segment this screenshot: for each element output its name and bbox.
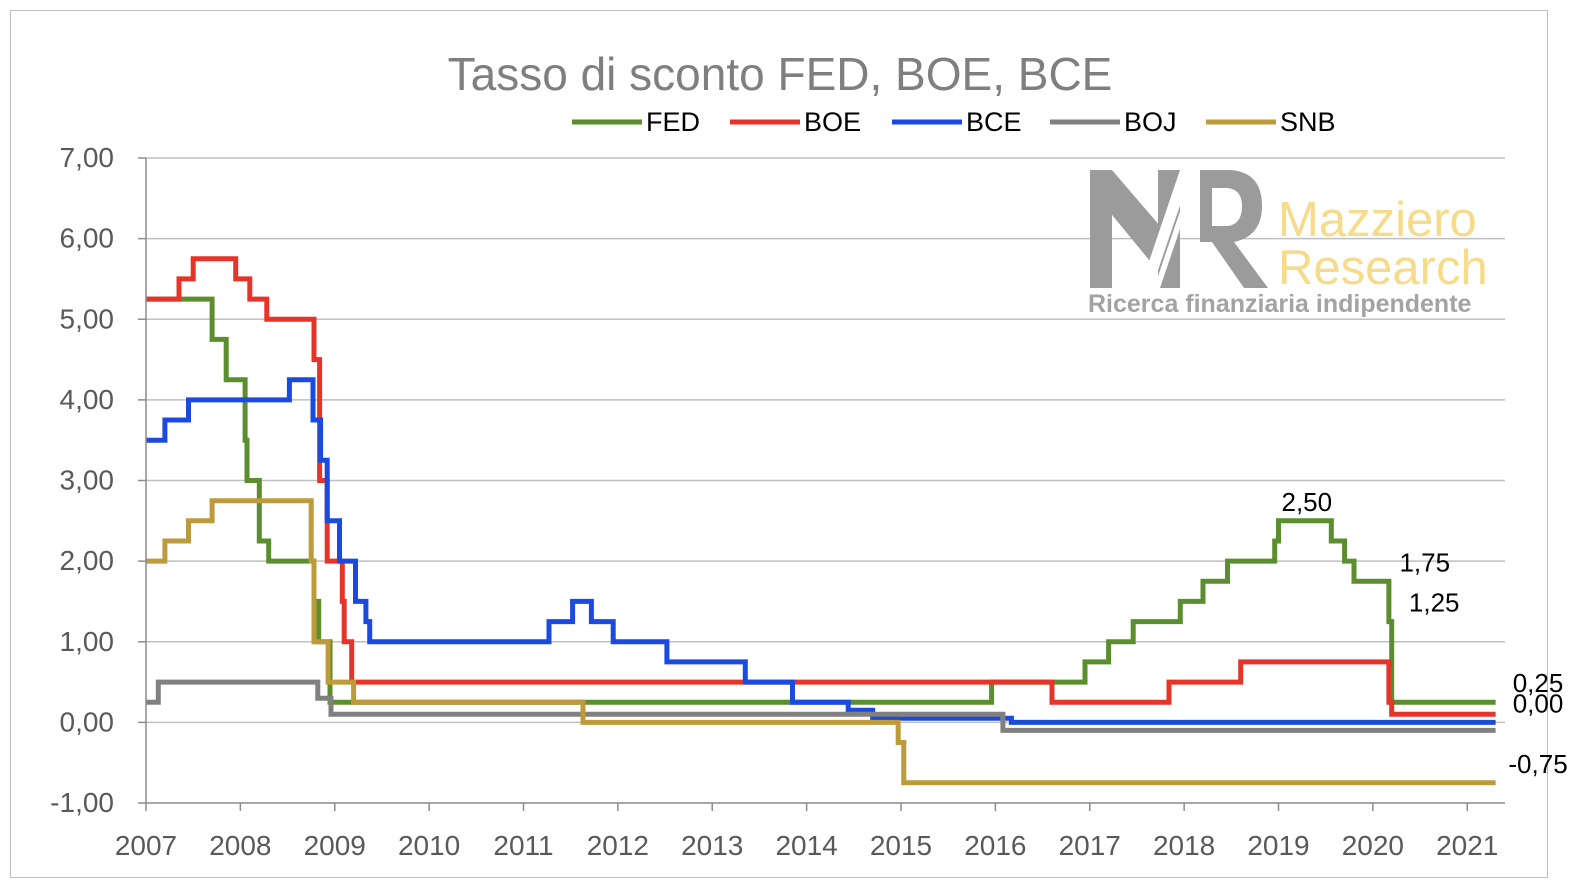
legend-label: BOJ	[1124, 107, 1177, 137]
x-tick-label: 2013	[681, 830, 743, 861]
series-line-bce	[146, 377, 1496, 725]
watermark-tagline: Ricerca finanziaria indipendente	[1088, 290, 1472, 318]
series-line-fed	[146, 296, 1496, 705]
y-tick-label: 1,00	[60, 626, 115, 657]
x-tick-label: 2018	[1153, 830, 1215, 861]
data-label: 1,75	[1399, 547, 1450, 577]
mr-logo-icon	[1090, 170, 1268, 288]
legend-item-boe: BOE	[730, 107, 861, 137]
x-tick-label: 2016	[964, 830, 1026, 861]
legend-label: BOE	[804, 107, 861, 137]
series-layer	[146, 256, 1496, 786]
y-tick-label: 2,00	[60, 545, 115, 576]
x-tick-label: 2020	[1342, 830, 1404, 861]
chart-frame	[10, 10, 1548, 878]
watermark-line2: Research	[1278, 241, 1488, 295]
y-tick-label: 4,00	[60, 384, 115, 415]
x-tick-label: 2008	[209, 830, 271, 861]
y-tick-label: 7,00	[60, 142, 115, 173]
x-tick-label: 2014	[775, 830, 837, 861]
y-tick-label: 0,00	[60, 706, 115, 737]
legend-item-bce: BCE	[892, 107, 1022, 137]
x-tick-label: 2010	[398, 830, 460, 861]
y-tick-label: -1,00	[50, 787, 114, 818]
series-line-boe	[146, 256, 1496, 717]
data-label: 1,25	[1409, 588, 1460, 618]
y-tick-label: 3,00	[60, 465, 115, 496]
data-label: -0,75	[1508, 749, 1567, 779]
legend-item-snb: SNB	[1206, 107, 1336, 137]
x-tick-label: 2021	[1436, 830, 1498, 861]
data-label: 0,00	[1513, 688, 1564, 718]
watermark-line1: Mazziero	[1278, 193, 1477, 247]
chart-title: Tasso di sconto FED, BOE, BCE	[448, 48, 1113, 100]
watermark-logo: Mazziero Research Ricerca finanziaria in…	[1088, 170, 1488, 318]
y-tick-label: 5,00	[60, 303, 115, 334]
x-tick-label: 2019	[1247, 830, 1309, 861]
legend-item-fed: FED	[572, 107, 700, 137]
legend: FED BOE BCE BOJ SNB	[572, 107, 1336, 137]
legend-item-boj: BOJ	[1050, 107, 1177, 137]
y-tick-label: 6,00	[60, 223, 115, 254]
x-tick-label: 2017	[1059, 830, 1121, 861]
annotations: 2,50 1,75 1,25 0,250,00 -0,75	[1282, 487, 1568, 779]
legend-label: BCE	[966, 107, 1022, 137]
series-line-snb	[146, 498, 1496, 786]
x-tick-label: 2011	[493, 830, 553, 861]
x-tick-label: 2007	[115, 830, 177, 861]
x-tick-label: 2015	[870, 830, 932, 861]
data-label: 2,50	[1282, 487, 1333, 517]
legend-label: FED	[646, 107, 700, 137]
data-label: 0,25	[1513, 668, 1564, 698]
x-tick-label: 2009	[304, 830, 366, 861]
x-tick-label: 2012	[587, 830, 649, 861]
legend-label: SNB	[1280, 107, 1336, 137]
axes: -1,00 0,00 1,00 2,00 3,00 4,00 5,00 6,00 7,00 200…	[50, 142, 1505, 861]
series-line-boj	[146, 679, 1496, 733]
